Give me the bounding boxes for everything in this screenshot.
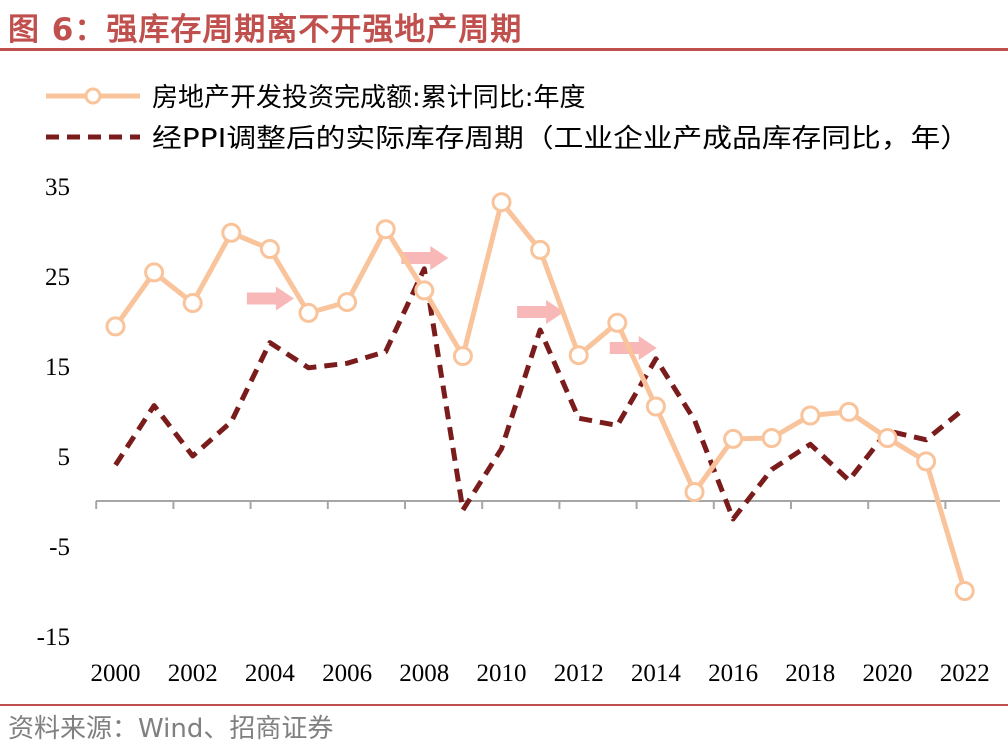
inventory-series — [113, 266, 967, 522]
data-point — [800, 405, 821, 426]
data-point — [916, 451, 937, 472]
x-tick-label: 2014 — [631, 660, 682, 687]
data-point — [607, 312, 628, 333]
series-line — [113, 266, 967, 522]
figure-title: 图 6：强库存周期离不开强地产周期 — [8, 12, 523, 48]
data-point — [491, 192, 512, 213]
data-point — [452, 346, 473, 367]
annotation-arrow-icon — [401, 246, 449, 270]
legend-label-investment: 房地产开发投资完成额:累计同比:年度 — [152, 83, 586, 113]
x-axis-tick-labels: 2000 2002 2004 2006 2008 2010 2012 2014 2016 2018… — [91, 660, 990, 687]
x-tick-label: 2006 — [322, 660, 372, 687]
source-note: 资料来源：Wind、招商证券 — [8, 714, 334, 744]
x-tick-label: 2018 — [785, 660, 835, 687]
annotation-arrow-icon — [609, 336, 657, 360]
y-tick-label: 25 — [45, 264, 70, 291]
data-point — [684, 482, 705, 502]
y-axis-tick-labels: 35 25 15 5 -5 -15 — [37, 174, 70, 651]
data-point — [298, 302, 319, 323]
y-tick-label: -15 — [37, 624, 70, 651]
x-axis — [95, 500, 1000, 509]
data-point — [723, 428, 744, 449]
title-rule — [0, 48, 1008, 51]
data-point — [568, 345, 589, 366]
y-tick-label: 15 — [45, 354, 70, 381]
data-point — [877, 428, 898, 448]
source-rule — [0, 704, 1008, 706]
y-tick-label: 35 — [45, 174, 70, 201]
annotation-arrow-icon — [246, 286, 294, 311]
x-tick-label: 2022 — [940, 660, 990, 687]
data-point — [105, 316, 126, 337]
data-point — [838, 401, 859, 422]
x-tick-label: 2012 — [554, 660, 604, 687]
x-tick-label: 2008 — [399, 660, 449, 687]
data-point — [337, 292, 358, 313]
x-tick-label: 2016 — [708, 660, 758, 687]
data-point — [221, 222, 242, 243]
annotation-arrow-icon — [517, 300, 565, 324]
x-tick-label: 2010 — [477, 660, 527, 687]
legend: 房地产开发投资完成额:累计同比:年度 经PPI调整后的实际库存周期（工业企业产成… — [46, 83, 970, 154]
legend-label-inventory: 经PPI调整后的实际库存周期（工业企业产成品库存同比，年） — [152, 124, 970, 154]
y-tick-label: 5 — [58, 444, 71, 471]
data-point — [259, 239, 280, 259]
x-tick-label: 2004 — [245, 660, 296, 687]
data-point — [954, 581, 975, 601]
data-point — [414, 280, 435, 301]
investment-series — [105, 192, 975, 601]
data-point — [645, 396, 666, 417]
y-tick-label: -5 — [49, 534, 70, 561]
chart: 房地产开发投资完成额:累计同比:年度 经PPI调整后的实际库存周期（工业企业产成… — [37, 83, 1000, 687]
data-point — [530, 239, 551, 260]
data-point — [182, 293, 203, 313]
annotation-arrows — [246, 246, 657, 360]
data-point — [144, 262, 165, 283]
x-tick-label: 2020 — [863, 660, 913, 687]
legend-marker-investment — [84, 87, 102, 105]
data-point — [375, 219, 396, 240]
x-tick-label: 2002 — [168, 660, 218, 687]
data-point — [761, 428, 782, 448]
x-tick-label: 2000 — [91, 660, 141, 687]
